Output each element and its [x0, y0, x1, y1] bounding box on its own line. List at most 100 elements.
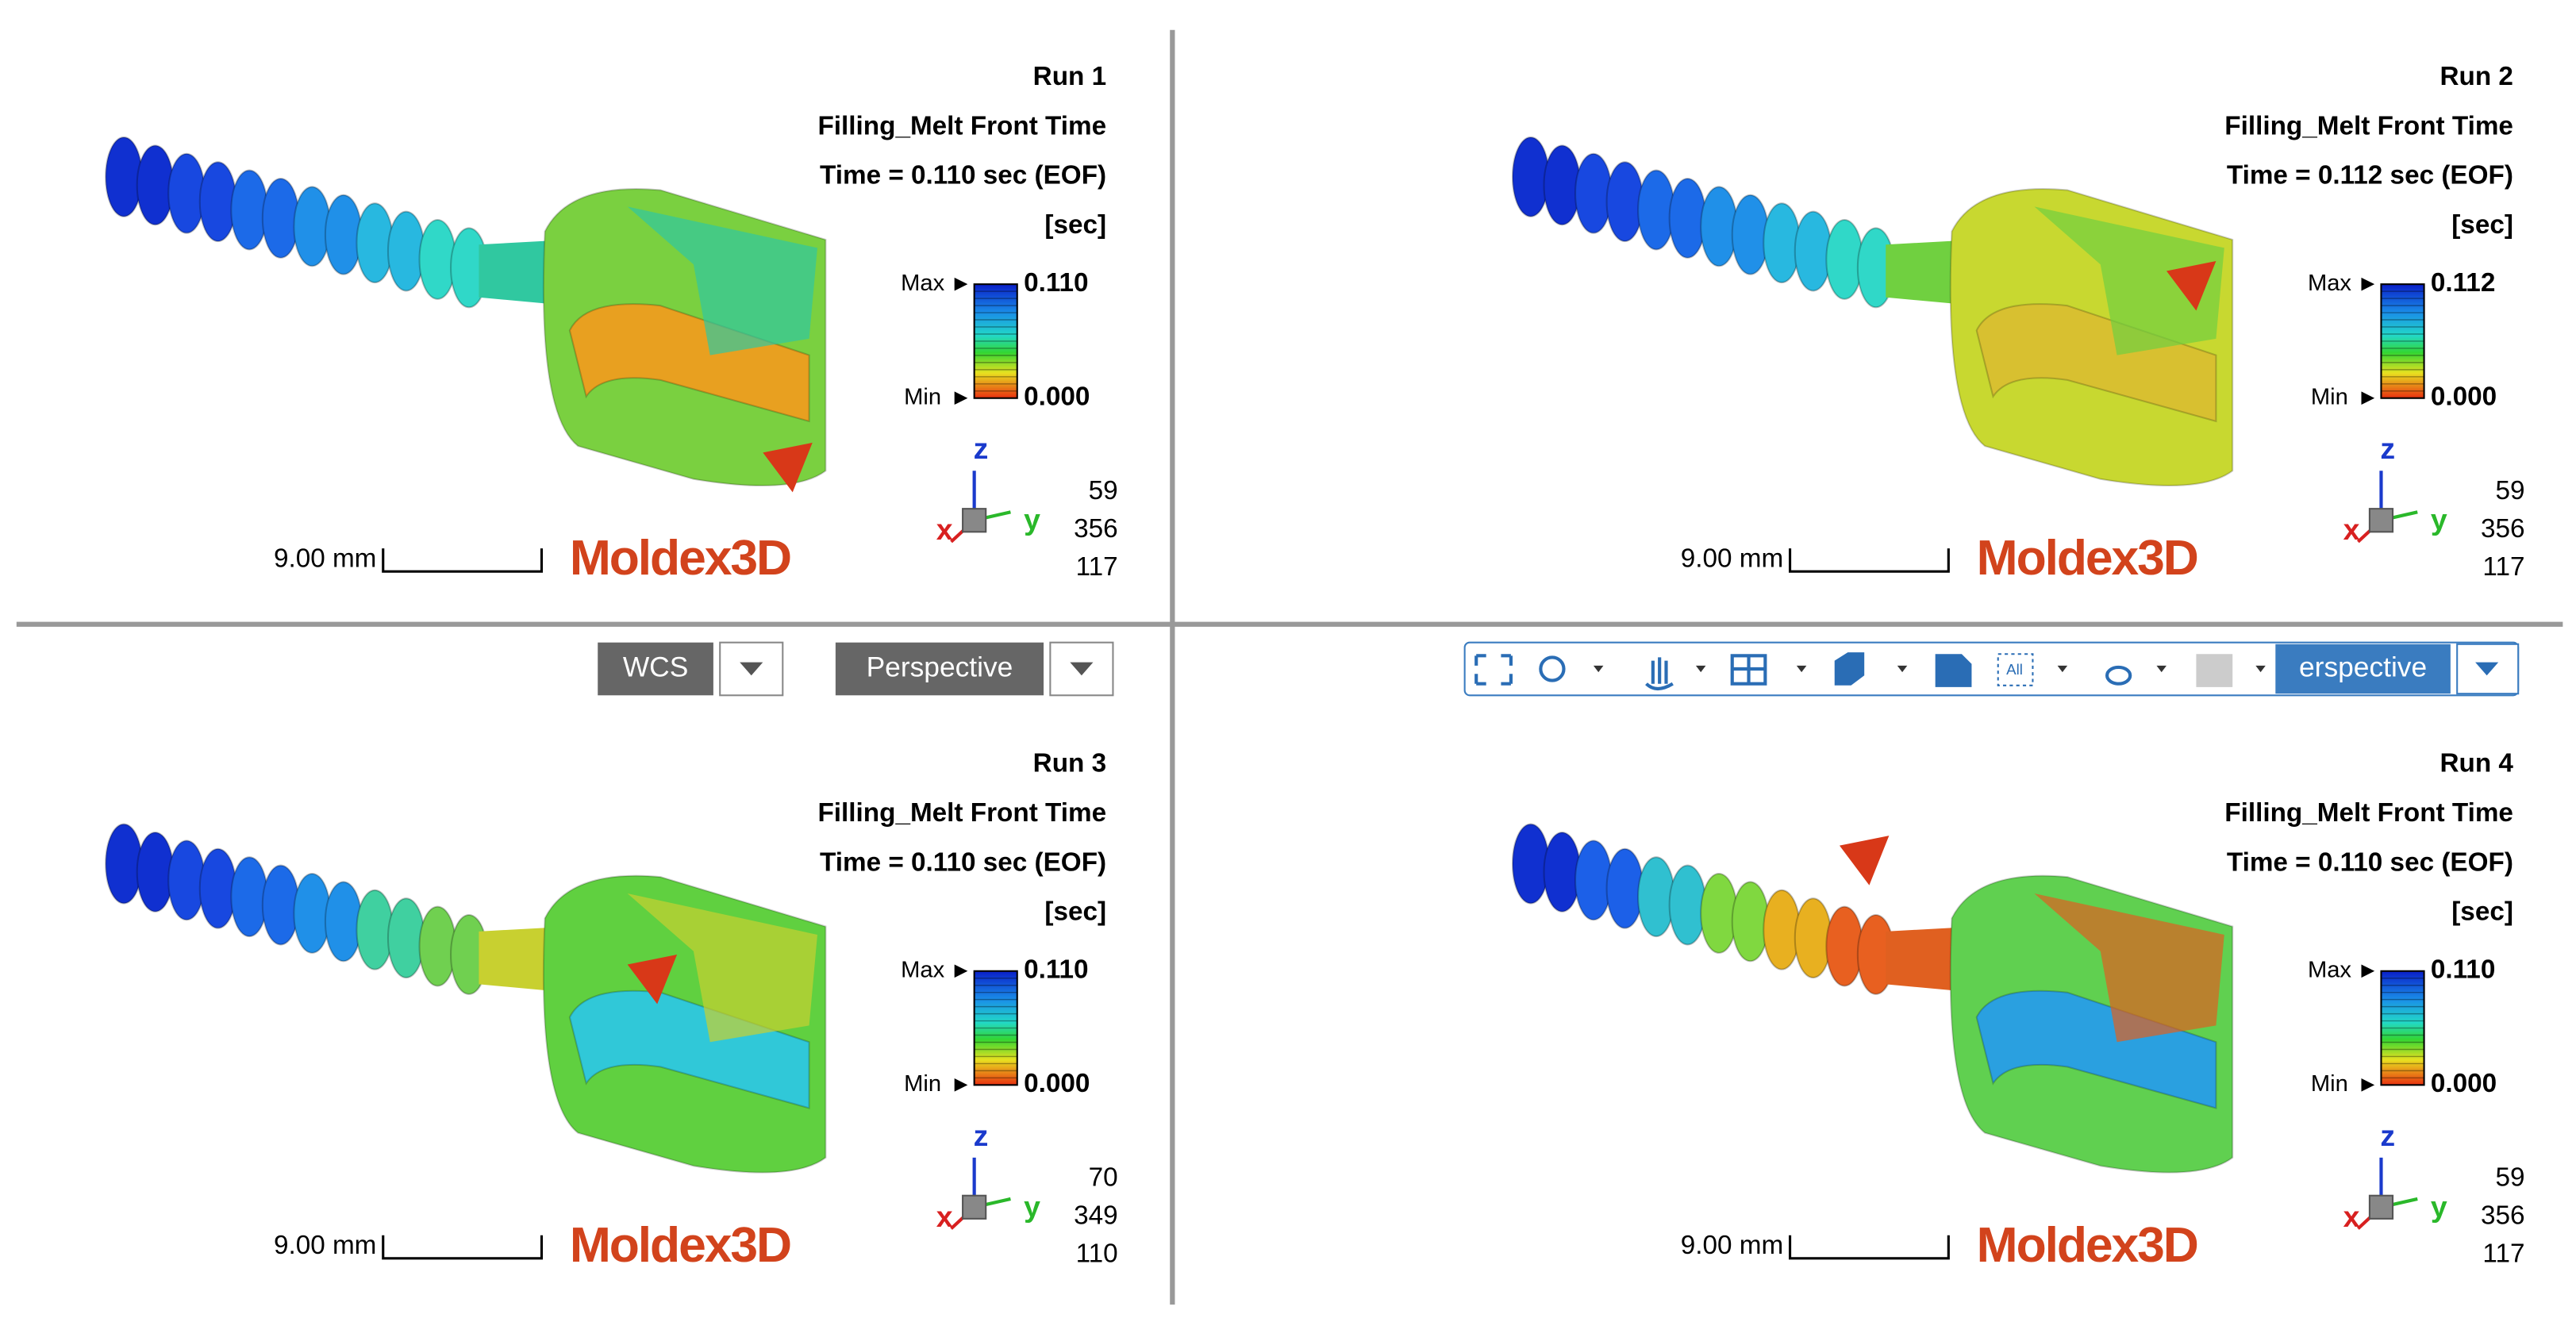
view-angle: 70: [1089, 1163, 1118, 1193]
thread: [230, 856, 269, 938]
thread: [1511, 823, 1550, 905]
view-angle: 349: [1074, 1201, 1118, 1231]
legend-max-value: 0.110: [1024, 268, 1088, 298]
thread: [324, 881, 363, 963]
center-icon[interactable]: [1539, 655, 1566, 682]
head-top: [2034, 206, 2224, 355]
legend-max-label: Max: [2308, 957, 2351, 982]
color-bar: [973, 283, 1018, 399]
axis-z-label: z: [2380, 432, 2395, 465]
scale-label: 9.00 mm: [274, 1231, 376, 1260]
thread: [261, 177, 300, 259]
page-icon[interactable]: [1935, 654, 1972, 687]
head-slot: [568, 989, 810, 1109]
head-slot: [1975, 303, 2217, 423]
unit-label: [sec]: [2451, 897, 2513, 927]
legend-max-value: 0.110: [1024, 955, 1088, 985]
thread: [418, 218, 457, 300]
thread: [1637, 169, 1675, 251]
wcs-button[interactable]: [598, 642, 713, 696]
axis-cube: [962, 508, 987, 533]
wcs-label: WCS: [623, 651, 689, 682]
shade-icon[interactable]: [1834, 652, 1865, 686]
result-name: Filling_Melt Front Time: [817, 798, 1106, 828]
viewport: Run 3 Filling_Melt Front Time Time = 0.110…: [105, 748, 1118, 1273]
head-top: [2034, 893, 2224, 1043]
toolbar-left: WCS Perspective: [598, 641, 1114, 697]
legend-min-value: 0.000: [1024, 382, 1090, 412]
logo: Moldex3D: [570, 530, 790, 586]
time-label: Time = 0.110 sec (EOF): [820, 161, 1106, 190]
axis-cube: [962, 1194, 987, 1220]
color-bar: [973, 970, 1018, 1086]
view-angle: 59: [2495, 476, 2524, 505]
dropdown-arrow: [2475, 662, 2499, 676]
pan-icon[interactable]: [1645, 657, 1674, 691]
thread: [198, 847, 237, 929]
legend-min-label: Min: [2311, 1071, 2348, 1097]
time-label: Time = 0.110 sec (EOF): [820, 847, 1106, 877]
legend-min-label: Min: [904, 1071, 941, 1097]
axis-x-label: x: [936, 1200, 953, 1233]
thread: [1794, 897, 1832, 979]
all-icon-label: All: [2006, 661, 2023, 678]
head-slot: [1975, 989, 2217, 1109]
logo: Moldex3D: [1977, 530, 2197, 586]
thread: [1637, 856, 1675, 938]
gate: [1839, 836, 1890, 886]
thread: [1605, 161, 1644, 243]
view-angle: 356: [2481, 514, 2525, 544]
axis-cube: [2368, 1194, 2394, 1220]
legend-min-label: Min: [2311, 384, 2348, 409]
thread: [167, 840, 206, 921]
unit-label: [sec]: [1044, 210, 1106, 240]
projection-label: Perspective: [867, 651, 1013, 682]
legend-max-label: Max: [901, 271, 944, 296]
axis-y-label: y: [2431, 503, 2447, 536]
viewport: Run 1 Filling_Melt Front Time Time = 0.110…: [105, 62, 1118, 586]
panels: Run 1 Filling_Melt Front Time Time = 0.110…: [105, 62, 2525, 1273]
projection-button[interactable]: [835, 642, 1044, 696]
thread: [1763, 889, 1801, 970]
thread: [1574, 840, 1613, 921]
scale-bar: [382, 1235, 544, 1260]
head-top: [627, 206, 817, 355]
head-top: [627, 893, 817, 1043]
thread: [418, 905, 457, 987]
thread: [1605, 847, 1644, 929]
color-bar: [2380, 283, 2425, 399]
view-angle: 356: [2481, 1201, 2525, 1231]
gate: [2166, 261, 2217, 311]
time-label: Time = 0.110 sec (EOF): [2227, 847, 2513, 877]
run-title: Run 2: [2440, 62, 2513, 91]
thread: [1731, 881, 1770, 963]
view-angle: 117: [2482, 552, 2524, 582]
fit-icon[interactable]: [1474, 654, 1513, 686]
projection-label: erspective: [2299, 651, 2427, 682]
thread: [1794, 210, 1832, 292]
model: [1511, 136, 2234, 487]
view-angle: 356: [1074, 514, 1118, 544]
thread: [1763, 202, 1801, 284]
thread: [136, 144, 175, 226]
thread: [386, 210, 425, 292]
thread: [1543, 831, 1582, 913]
time-label: Time = 0.112 sec (EOF): [2227, 161, 2513, 190]
view-icon[interactable]: [2105, 665, 2132, 686]
legend-min-value: 0.000: [1024, 1069, 1090, 1098]
thread: [1574, 152, 1613, 234]
thread: [1668, 177, 1707, 259]
legend-max-value: 0.110: [2431, 955, 2495, 985]
projection-button[interactable]: [2275, 644, 2451, 694]
thread: [1543, 144, 1582, 226]
thread: [105, 823, 143, 905]
thread: [1731, 194, 1770, 275]
thread: [198, 161, 237, 243]
box-icon[interactable]: [2196, 654, 2233, 687]
thread: [1825, 218, 1864, 300]
model: [1511, 823, 2234, 1174]
run-title: Run 4: [2440, 748, 2513, 778]
result-name: Filling_Melt Front Time: [817, 111, 1106, 140]
unit-label: [sec]: [1044, 897, 1106, 927]
axis-x-label: x: [2343, 513, 2360, 546]
